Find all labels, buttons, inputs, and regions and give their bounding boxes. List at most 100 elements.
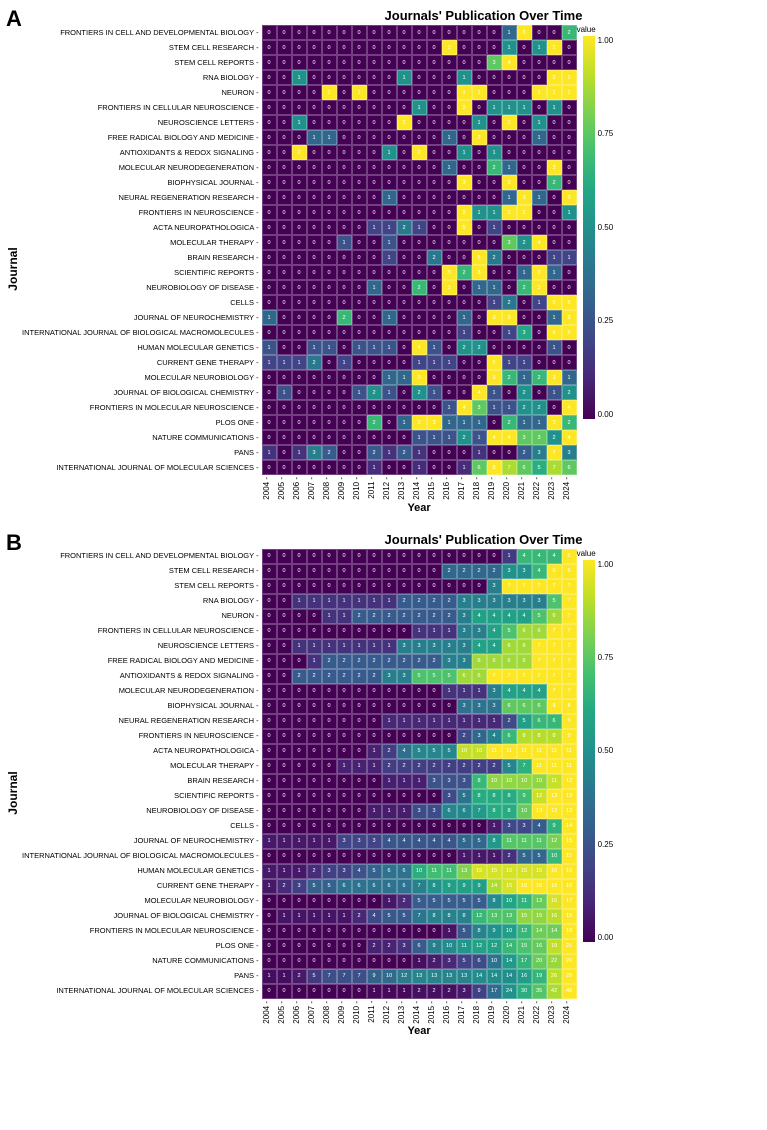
heatmap-cell: 0 — [292, 984, 307, 999]
heatmap-cell: 1 — [307, 909, 322, 924]
heatmap-cell: 1 — [262, 445, 277, 460]
heatmap-cell: 0 — [262, 549, 277, 564]
heatmap-cell: 0 — [307, 430, 322, 445]
journal-label: NATURE COMMUNICATIONS - — [22, 430, 262, 445]
heatmap-cell: 0 — [427, 70, 442, 85]
heatmap-cell: 0 — [262, 714, 277, 729]
heatmap-row: 000000020133111021132 — [262, 415, 577, 430]
legend-title: value — [577, 549, 596, 558]
heatmap-cell: 1 — [472, 445, 487, 460]
heatmap-cell: 0 — [307, 100, 322, 115]
heatmap-cell: 7 — [517, 759, 532, 774]
journal-label: INTERNATIONAL JOURNAL OF MOLECULAR SCIEN… — [22, 460, 262, 475]
heatmap-cell: 8 — [457, 909, 472, 924]
heatmap-cell: 0 — [367, 55, 382, 70]
heatmap-cell: 0 — [427, 564, 442, 579]
heatmap-cell: 3 — [472, 130, 487, 145]
heatmap-row: 000000000000010013055 — [262, 325, 577, 340]
heatmap-cell: 0 — [337, 579, 352, 594]
heatmap-cell: 0 — [487, 175, 502, 190]
heatmap-cell: 0 — [457, 280, 472, 295]
heatmap-cell: 16 — [562, 879, 577, 894]
heatmap-cell: 1 — [442, 130, 457, 145]
heatmap-cell: 24 — [502, 984, 517, 999]
heatmap-cell: 0 — [442, 295, 457, 310]
x-tick-label: 2004 - — [262, 477, 277, 500]
heatmap-cell: 1 — [382, 894, 397, 909]
heatmap-wrap: JournalFRONTIERS IN CELL AND DEVELOPMENT… — [4, 549, 763, 1038]
heatmap-cell: 1 — [337, 594, 352, 609]
heatmap-cell: 0 — [397, 25, 412, 40]
heatmap-cell: 1 — [367, 759, 382, 774]
heatmap-cell: 0 — [562, 145, 577, 160]
colorbar-tick: 0.50 — [598, 223, 614, 232]
heatmap-cell: 11 — [502, 834, 517, 849]
heatmap-cell: 1 — [412, 774, 427, 789]
heatmap-cell: 0 — [397, 235, 412, 250]
heatmap-cell: 4 — [487, 624, 502, 639]
heatmap-cell: 1 — [547, 340, 562, 355]
heatmap-cell: 9 — [457, 879, 472, 894]
heatmap-cell: 1 — [562, 205, 577, 220]
heatmap-cell: 2 — [397, 594, 412, 609]
heatmap-row: 002000001020010100000 — [262, 145, 577, 160]
heatmap-cell: 2 — [367, 415, 382, 430]
heatmap-cell: 0 — [487, 235, 502, 250]
heatmap-cell: 2 — [292, 145, 307, 160]
heatmap-cell: 0 — [262, 894, 277, 909]
heatmap-cell: 7 — [532, 654, 547, 669]
heatmap-cell: 0 — [322, 400, 337, 415]
heatmap-cell: 0 — [262, 250, 277, 265]
heatmap-cell: 21 — [562, 939, 577, 954]
journal-label: INTERNATIONAL JOURNAL OF BIOLOGICAL MACR… — [22, 325, 262, 340]
heatmap-cell: 1 — [292, 834, 307, 849]
heatmap-cell: 0 — [322, 55, 337, 70]
journal-label: FRONTIERS IN CELLULAR NEUROSCIENCE - — [22, 624, 262, 639]
heatmap-cell: 17 — [562, 894, 577, 909]
heatmap-cell: 6 — [397, 864, 412, 879]
heatmap-cell: 0 — [352, 235, 367, 250]
heatmap-cell: 2 — [352, 669, 367, 684]
heatmap-cell: 0 — [352, 684, 367, 699]
heatmap-cell: 0 — [277, 325, 292, 340]
heatmap-cell: 9 — [442, 879, 457, 894]
heatmap-cell: 15 — [472, 864, 487, 879]
heatmap-cell: 2 — [472, 564, 487, 579]
heatmap-cell: 16 — [532, 879, 547, 894]
heatmap-cell: 3 — [412, 370, 427, 385]
x-tick-label: 2015 - — [427, 1001, 442, 1024]
heatmap-cell: 0 — [337, 205, 352, 220]
heatmap-row: 000000010010016876576 — [262, 460, 577, 475]
heatmap-cell: 0 — [412, 130, 427, 145]
heatmap-cell: 6 — [502, 654, 517, 669]
heatmap-cell: 15 — [487, 864, 502, 879]
journal-label: ACTA NEUROPATHOLOGICA - — [22, 744, 262, 759]
heatmap-cell: 0 — [427, 549, 442, 564]
heatmap-cell: 0 — [352, 624, 367, 639]
heatmap-cell: 15 — [502, 879, 517, 894]
heatmap-cell: 1 — [472, 115, 487, 130]
heatmap-cell: 2 — [307, 355, 322, 370]
heatmap-cell: 0 — [367, 70, 382, 85]
heatmap-cell: 0 — [352, 894, 367, 909]
heatmap-cell: 0 — [307, 310, 322, 325]
heatmap-cell: 3 — [457, 609, 472, 624]
heatmap-cell: 0 — [382, 70, 397, 85]
heatmap-cell: 29 — [562, 969, 577, 984]
heatmap-cell: 0 — [382, 100, 397, 115]
heatmap-cell: 0 — [352, 954, 367, 969]
heatmap-cell: 5 — [562, 325, 577, 340]
heatmap-cell: 2 — [382, 939, 397, 954]
heatmap-cell: 1 — [367, 594, 382, 609]
heatmap-cell: 7 — [547, 684, 562, 699]
heatmap-cell: 0 — [382, 924, 397, 939]
heatmap-cell: 8 — [532, 729, 547, 744]
heatmap-cell: 0 — [292, 310, 307, 325]
heatmap-cell: 1 — [487, 400, 502, 415]
heatmap-cell: 0 — [307, 220, 322, 235]
heatmap-cell: 0 — [292, 849, 307, 864]
heatmap-cell: 0 — [322, 894, 337, 909]
heatmap-cell: 0 — [397, 579, 412, 594]
journal-label: INTERNATIONAL JOURNAL OF MOLECULAR SCIEN… — [22, 984, 262, 999]
heatmap-cell: 1 — [457, 684, 472, 699]
